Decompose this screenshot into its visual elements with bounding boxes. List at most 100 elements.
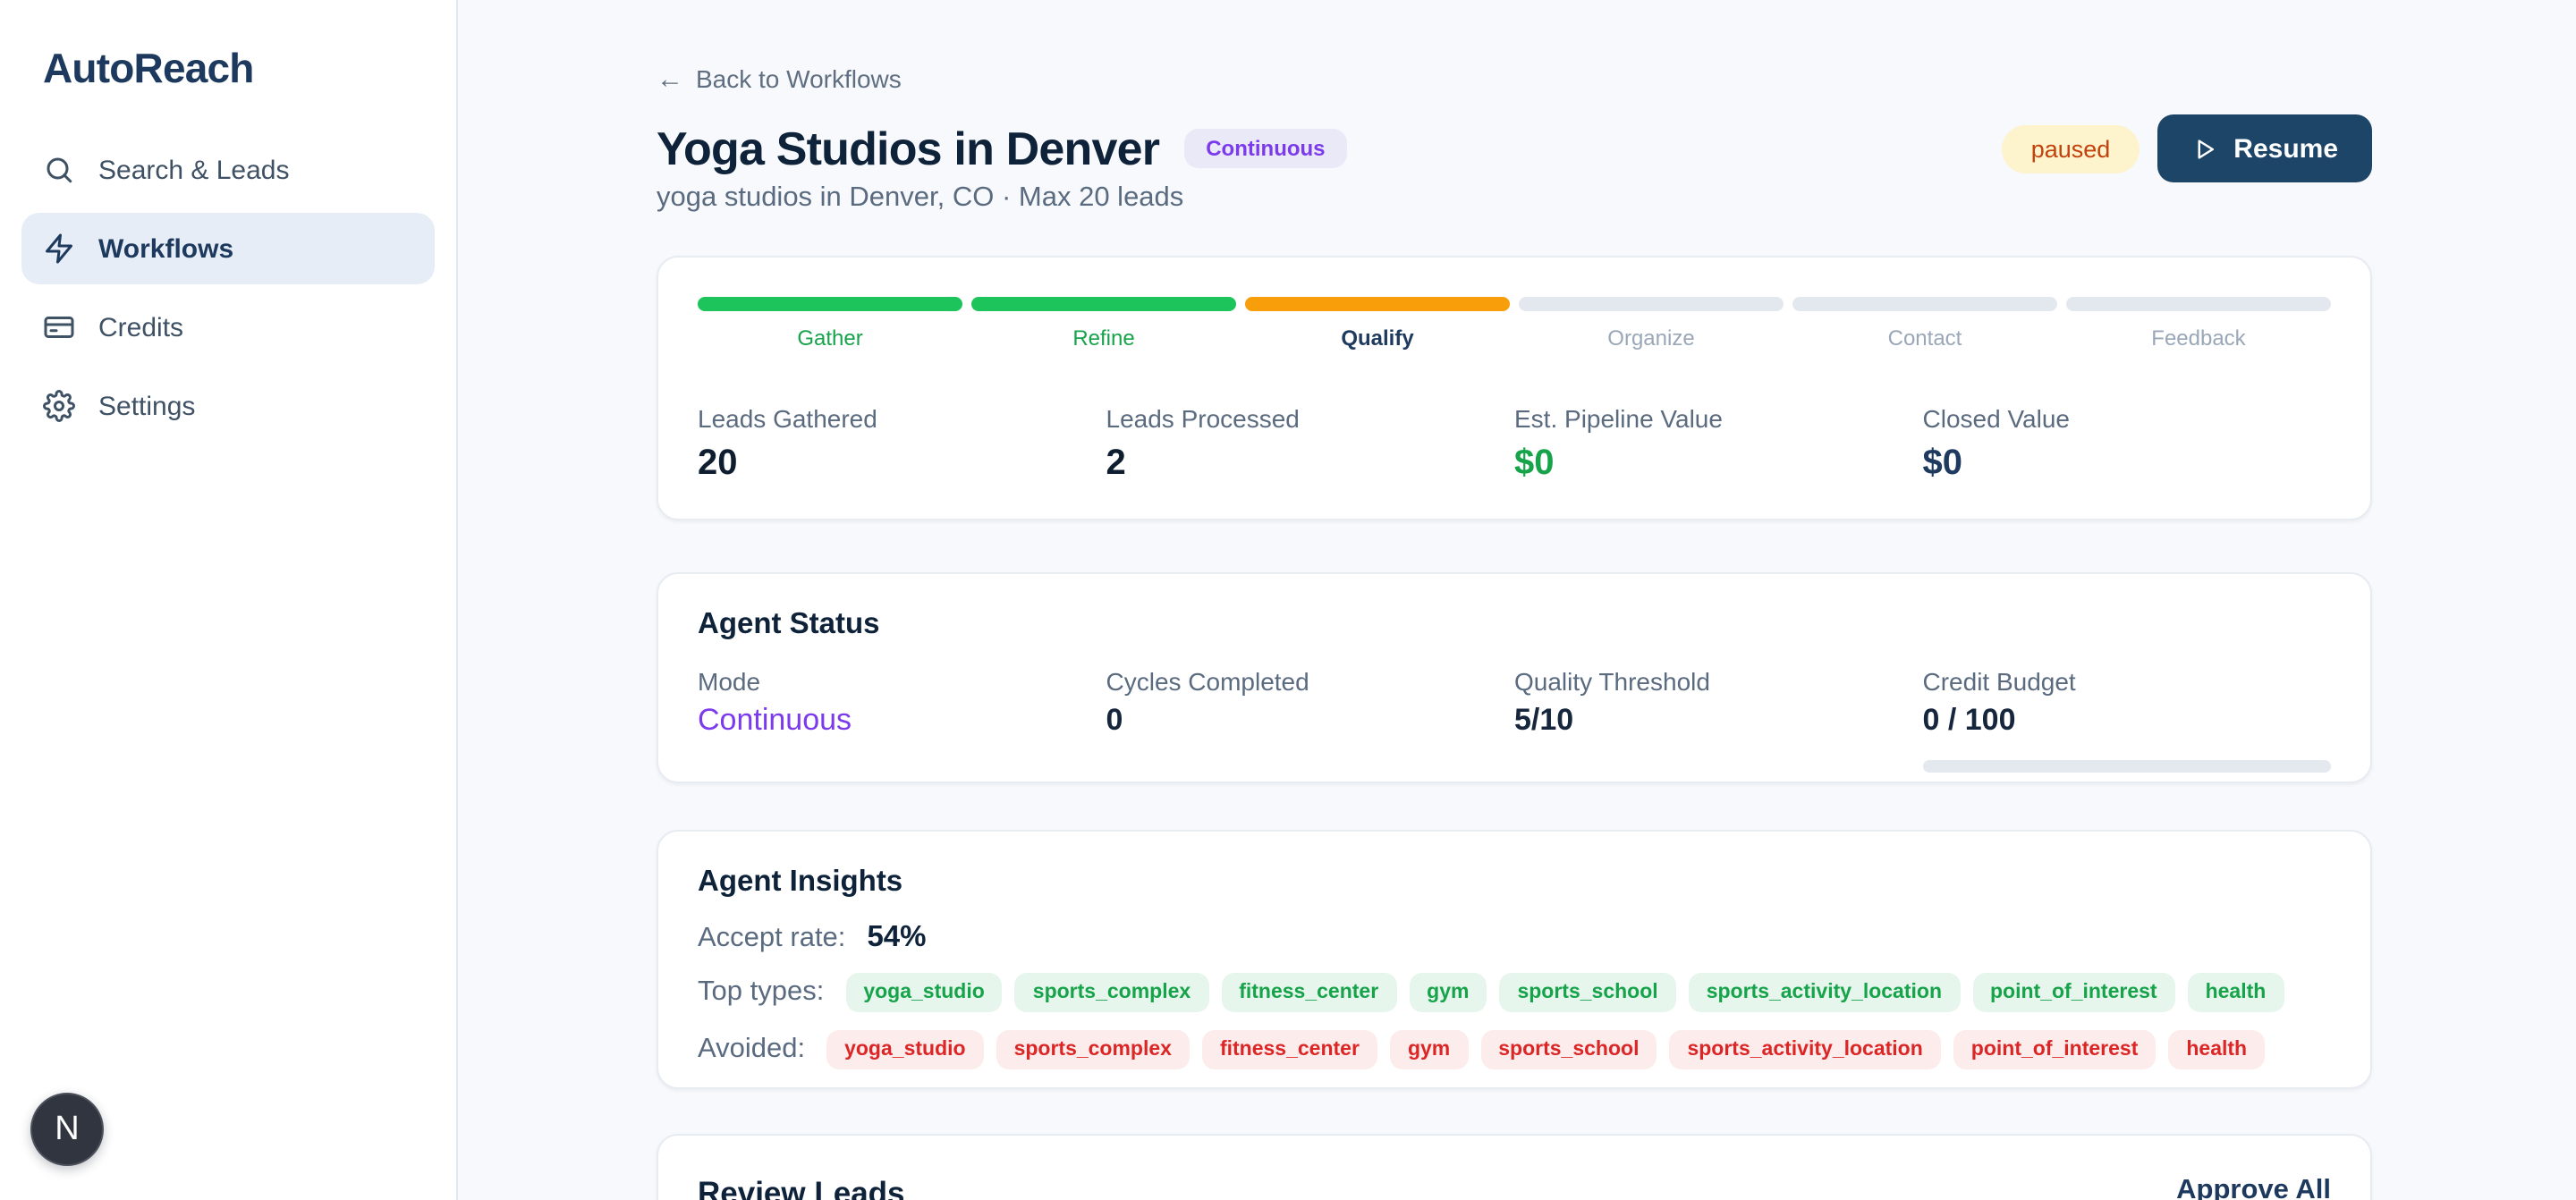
review-leads-header: Review Leads Approve All [658,1136,2370,1200]
agent-insights-title: Agent Insights [698,866,903,898]
field-value: 5/10 [1514,703,1574,737]
stage-organize: Organize [1519,297,1784,351]
field-quality-threshold: Quality Threshold 5/10 [1514,667,1923,773]
top-type-tag: sports_activity_location [1688,973,1960,1012]
sidebar-item-label: Search & Leads [98,155,290,185]
sidebar-nav: Search & Leads Workflows Credits Setting… [21,134,435,449]
stage-bar [971,297,1236,311]
gear-icon [43,390,75,422]
stat-value: 20 [698,444,738,483]
stage-gather: Gather [698,297,962,351]
lightning-icon [43,232,75,265]
field-label: Quality Threshold [1514,667,1710,696]
stage-bar [2066,297,2331,311]
credit-card-icon [43,311,75,343]
avoided-tag: yoga_studio [826,1030,984,1069]
continuous-badge: Continuous [1184,129,1347,168]
avoided-tag: sports_school [1480,1030,1657,1069]
avoided-tag: health [2168,1030,2266,1069]
field-mode: Mode Continuous [698,667,1106,773]
accept-rate-value: 54% [867,921,927,953]
stage-label: Refine [1072,325,1135,351]
stage-label: Qualify [1341,325,1414,351]
field-label: Credit Budget [1922,667,2076,696]
stage-bar [1792,297,2057,311]
sidebar-item-settings[interactable]: Settings [21,370,435,442]
agent-status-title: Agent Status [698,608,880,640]
avoided-label: Avoided: [698,1034,806,1064]
avoided-tag: point_of_interest [1953,1030,2157,1069]
search-icon [43,154,75,186]
stat-label: Est. Pipeline Value [1514,404,1723,433]
stage-refine: Refine [971,297,1236,351]
sidebar-item-label: Workflows [98,233,234,264]
stage-bar [1245,297,1510,311]
field-value: 0 / 100 [1922,703,2016,737]
top-types-row: Top types: yoga_studio sports_complex fi… [698,973,2331,1012]
pipeline-stats: Leads Gathered 20 Leads Processed 2 Est.… [698,404,2331,485]
top-type-tag: gym [1409,973,1487,1012]
title-row: Yoga Studios in Denver Continuous paused… [657,111,2372,186]
agent-status-card: Agent Status Mode Continuous Cycles Comp… [657,572,2372,783]
top-type-tag: point_of_interest [1972,973,2175,1012]
stat-label: Closed Value [1922,404,2071,433]
back-arrow-icon: ← [657,63,683,94]
stat-value: $0 [1922,444,1963,483]
field-cycles-completed: Cycles Completed 0 [1106,667,1515,773]
sidebar-item-label: Credits [98,312,184,342]
play-icon [2190,135,2217,162]
top-type-tag: yoga_studio [845,973,1003,1012]
stage-label: Feedback [2151,325,2246,351]
stage-label: Gather [797,325,863,351]
main-area: ← Back to Workflows Yoga Studios in Denv… [456,0,2576,1200]
stage-bar [698,297,962,311]
stage-contact: Contact [1792,297,2057,351]
field-label: Mode [698,667,761,696]
stat-leads-processed: Leads Processed 2 [1106,404,1515,485]
app-logo: AutoReach [43,45,254,91]
back-link-label: Back to Workflows [696,64,902,93]
field-value: 0 [1106,703,1123,737]
sidebar-item-credits[interactable]: Credits [21,292,435,363]
back-to-workflows-link[interactable]: ← Back to Workflows [657,64,902,93]
agent-status-fields: Mode Continuous Cycles Completed 0 Quali… [698,667,2331,773]
credit-budget-progressbar [1922,760,2331,773]
avoided-tag: sports_complex [996,1030,1190,1069]
sidebar-item-search-leads[interactable]: Search & Leads [21,134,435,206]
field-credit-budget: Credit Budget 0 / 100 [1922,667,2331,773]
sidebar: AutoReach Search & Leads Workflows Credi… [0,0,458,1200]
page-title: Yoga Studios in Denver [657,121,1160,174]
stat-label: Leads Gathered [698,404,877,433]
stat-value: 2 [1106,444,1126,483]
field-value: Continuous [698,703,852,737]
stage-label: Contact [1887,325,1962,351]
sidebar-item-workflows[interactable]: Workflows [21,213,435,284]
top-type-tag: health [2187,973,2284,1012]
avoided-tag: gym [1389,1030,1469,1069]
avoided-tag: fitness_center [1201,1030,1377,1069]
nextjs-dev-badge[interactable]: N [30,1093,104,1166]
stage-label: Organize [1607,325,1695,351]
stat-closed-value: Closed Value $0 [1923,404,2332,485]
avoided-row: Avoided: yoga_studio sports_complex fitn… [698,1030,2331,1069]
approve-all-button[interactable]: Approve All [2176,1175,2331,1200]
avoided-tag: sports_activity_location [1669,1030,1941,1069]
review-leads-title: Review Leads [698,1175,905,1200]
top-types-label: Top types: [698,976,825,1007]
stage-bar [1519,297,1784,311]
workflow-detail: ← Back to Workflows Yoga Studios in Denv… [657,0,2372,1200]
stat-leads-gathered: Leads Gathered 20 [698,404,1106,485]
top-type-tag: sports_school [1499,973,1676,1012]
top-type-tag: sports_complex [1014,973,1209,1012]
field-label: Cycles Completed [1106,667,1309,696]
stage-qualify: Qualify [1245,297,1510,351]
agent-insights-card: Agent Insights Accept rate: 54% Top type… [657,830,2372,1089]
review-leads-card: Review Leads Approve All [657,1134,2372,1200]
pipeline-stage-track: Gather Refine Qualify Organize [698,297,2331,351]
sidebar-item-label: Settings [98,391,196,421]
resume-button[interactable]: Resume [2157,114,2372,182]
paused-status-badge: paused [2002,124,2140,173]
top-type-tag: fitness_center [1221,973,1397,1012]
stat-pipeline-value: Est. Pipeline Value $0 [1514,404,1923,485]
